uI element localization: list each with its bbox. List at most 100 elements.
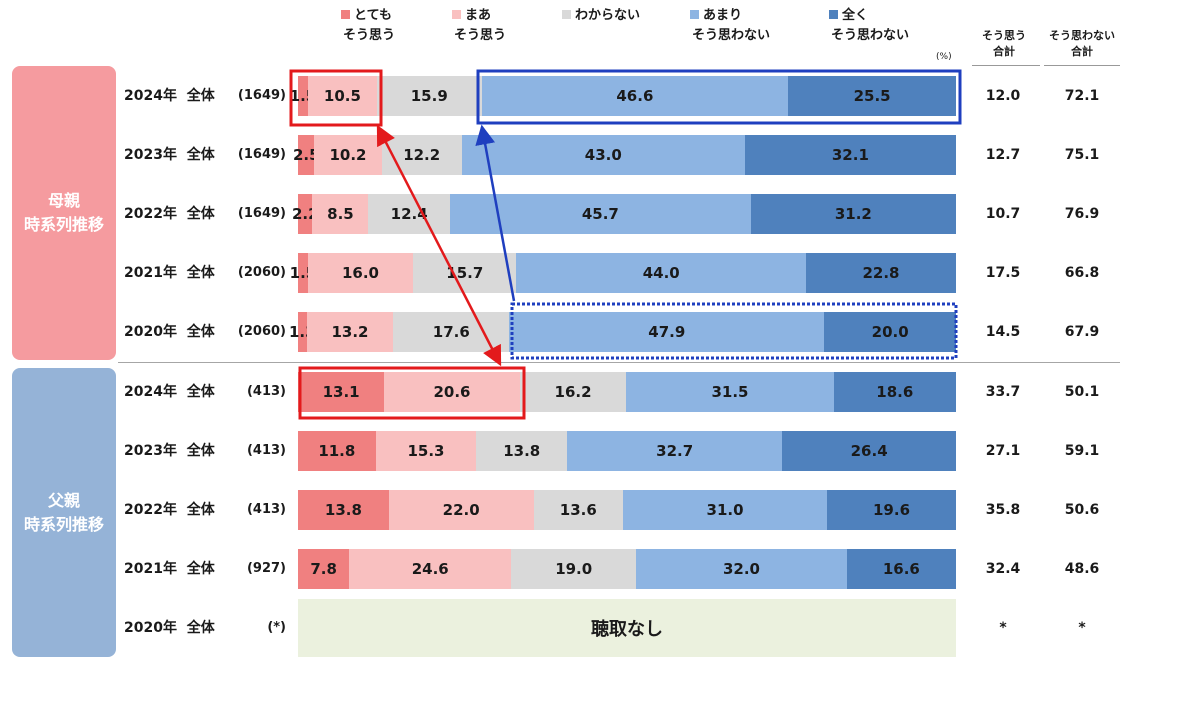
- legend-swatch: [562, 10, 571, 19]
- group-divider: [118, 362, 1120, 363]
- legend-label: まあ: [465, 8, 492, 23]
- agree-total: 33.7: [985, 384, 1021, 400]
- bar-segment: 13.8: [476, 431, 568, 471]
- bar-segment: 1.5: [290, 76, 316, 116]
- group-label-father: 父親 時系列推移: [12, 368, 116, 657]
- legend-swatch: [690, 10, 699, 19]
- no-data-box: 聴取なし: [298, 599, 956, 657]
- bar-segment: 13.8: [298, 490, 389, 530]
- row-sample-size: (1649): [237, 147, 286, 162]
- bar-segment: 7.8: [298, 549, 350, 589]
- disagree-total: *: [1078, 620, 1086, 636]
- disagree-total: 66.8: [1064, 265, 1100, 281]
- bar-segment: 17.6: [393, 312, 510, 352]
- agree-total: 17.5: [985, 265, 1021, 281]
- row-label: 2024年 全体: [124, 88, 215, 104]
- stacked-bar: 7.8 24.6 19.0 32.0 16.6: [298, 549, 956, 589]
- agree-total: 14.5: [985, 324, 1021, 340]
- row-label: 2022年 全体: [124, 206, 215, 222]
- agree-total: 12.7: [985, 147, 1021, 163]
- disagree-total: 50.6: [1064, 502, 1100, 518]
- bar-segment: 13.2: [306, 312, 394, 352]
- bar-segment: 16.6: [846, 549, 956, 589]
- bar-segment: 2.2: [292, 194, 319, 234]
- stacked-bar: 11.8 15.3 13.8 32.7 26.4: [298, 431, 956, 471]
- stacked-bar: 2.5 10.2 12.2 43.0 32.1: [293, 135, 956, 175]
- stacked-bar: 1.3 13.2 17.6 47.9 20.0: [289, 312, 956, 352]
- bar-segment: 26.4: [782, 431, 956, 471]
- legend-label: あまり: [703, 8, 743, 23]
- agree-total: 32.4: [985, 561, 1021, 577]
- disagree-total: 72.1: [1064, 88, 1100, 104]
- disagree-total: 50.1: [1064, 384, 1100, 400]
- bar-segment: 12.4: [368, 194, 450, 234]
- row-sample-size: (1649): [237, 88, 286, 103]
- header-underline: [1044, 65, 1120, 66]
- bar-segment: 13.1: [298, 372, 385, 412]
- stacked-bar: 1.5 10.5 15.9 46.6 25.5: [290, 76, 956, 116]
- bar-segment: 43.0: [461, 135, 745, 175]
- row-label: 2021年 全体: [124, 561, 215, 577]
- bar-segment: 15.3: [375, 431, 477, 471]
- bar-segment: 32.1: [744, 135, 956, 175]
- bar-segment: 18.6: [833, 372, 956, 412]
- bar-segment: 45.7: [449, 194, 751, 234]
- disagree-total: 76.9: [1064, 206, 1100, 222]
- bar-segment: 13.6: [533, 490, 624, 530]
- row-sample-size: (1649): [237, 206, 286, 221]
- agree-total-header: そう思う 合計: [982, 29, 1026, 58]
- group-label-mother: 母親 時系列推移: [12, 66, 116, 360]
- bar-segment: 46.6: [481, 76, 789, 116]
- row-label: 2020年 全体: [124, 620, 215, 636]
- legend-swatch: [829, 10, 838, 19]
- row-sample-size: (*): [267, 620, 286, 635]
- bar-segment: 12.2: [381, 135, 462, 175]
- bar-segment: 31.0: [623, 490, 828, 530]
- legend-label-line2: そう思う: [343, 28, 396, 43]
- row-label: 2023年 全体: [124, 147, 215, 163]
- legend-item: わからない: [562, 6, 640, 26]
- bar-segment: 16.2: [519, 372, 627, 412]
- bar-segment: 10.5: [307, 76, 377, 116]
- legend-item: まあ そう思う: [452, 6, 506, 46]
- bar-segment: 24.6: [349, 549, 512, 589]
- bar-segment: 47.9: [509, 312, 825, 352]
- legend-item: 全くそう思わない: [829, 6, 909, 46]
- group-label-mother-text: 母親 時系列推移: [23, 191, 104, 234]
- row-label: 2024年 全体: [124, 384, 215, 400]
- bar-segment: 1.5: [290, 253, 316, 293]
- row-sample-size: (2060): [237, 324, 286, 339]
- bar-segment: 22.0: [388, 490, 534, 530]
- bar-segment: 32.0: [636, 549, 847, 589]
- legend-label: 全く: [842, 8, 869, 23]
- bar-segment: 15.9: [376, 76, 482, 116]
- disagree-total-header: そう思わない 合計: [1049, 29, 1115, 58]
- disagree-total: 67.9: [1064, 324, 1100, 340]
- agree-total: *: [999, 620, 1007, 636]
- stacked-bar: 13.8 22.0 13.6 31.0 19.6: [298, 490, 956, 530]
- bar-segment: 8.5: [312, 194, 369, 234]
- legend-label-line2: そう思わない: [831, 28, 910, 43]
- stacked-bar: 1.5 16.0 15.7 44.0 22.8: [290, 253, 956, 293]
- disagree-total: 59.1: [1064, 443, 1100, 459]
- bar-segment: 22.8: [805, 253, 956, 293]
- bar-segment: 32.7: [567, 431, 783, 471]
- bar-segment: 25.5: [788, 76, 956, 116]
- row-sample-size: (927): [246, 561, 286, 576]
- row-sample-size: (413): [246, 443, 286, 458]
- row-label: 2022年 全体: [124, 502, 215, 518]
- bar-segment: 20.0: [824, 312, 956, 352]
- bar-segment: 31.5: [626, 372, 834, 412]
- row-label: 2020年 全体: [124, 324, 215, 340]
- agree-total: 27.1: [985, 443, 1021, 459]
- disagree-total: 75.1: [1064, 147, 1100, 163]
- bar-segment: 44.0: [516, 253, 806, 293]
- row-sample-size: (413): [246, 502, 286, 517]
- bar-segment: 20.6: [384, 372, 520, 412]
- agree-total: 12.0: [985, 88, 1021, 104]
- agree-total: 10.7: [985, 206, 1021, 222]
- bar-segment: 2.5: [293, 135, 320, 175]
- row-label: 2023年 全体: [124, 443, 215, 459]
- bar-segment: 15.7: [413, 253, 517, 293]
- bar-segment: 19.0: [511, 549, 637, 589]
